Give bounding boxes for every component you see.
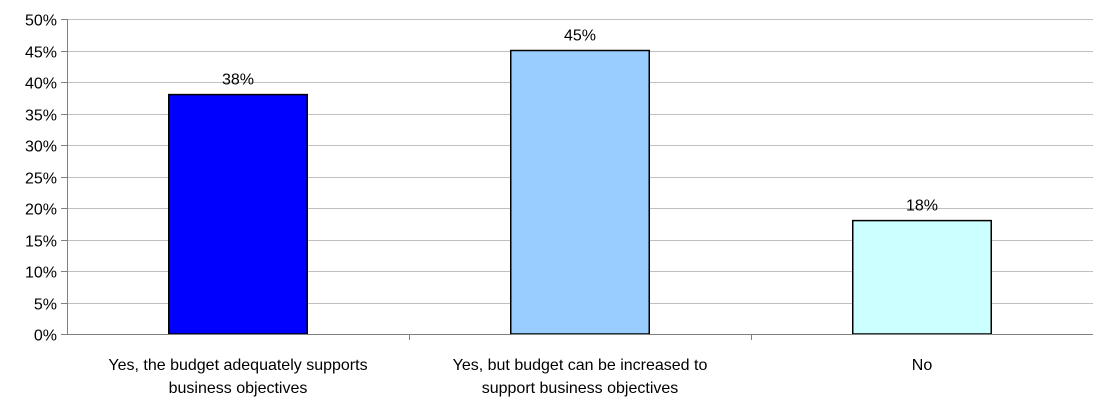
- data-label: 38%: [222, 72, 254, 89]
- y-tick-label: 10%: [25, 265, 57, 282]
- data-label: 18%: [906, 198, 938, 215]
- y-tick-label: 25%: [25, 171, 57, 188]
- category-label: No: [912, 357, 933, 374]
- axes: [61, 19, 1093, 340]
- y-tick-label: 15%: [25, 234, 57, 251]
- y-tick-label: 20%: [25, 202, 57, 219]
- bars: [167, 49, 993, 335]
- bar: [167, 93, 309, 335]
- y-tick-label: 40%: [25, 76, 57, 93]
- y-tick-label: 30%: [25, 139, 57, 156]
- category-label-line: Yes, but budget can be increased to: [453, 357, 708, 374]
- bar: [509, 49, 651, 335]
- bar: [851, 219, 993, 335]
- y-tick-label: 35%: [25, 108, 57, 125]
- category-label-line: business objectives: [169, 380, 308, 397]
- y-tick-label: 45%: [25, 45, 57, 62]
- category-label: Yes, but budget can be increased to suppo…: [453, 357, 708, 397]
- y-tick-label: 5%: [34, 297, 57, 314]
- labels: 0% 5% 10% 15% 20% 25% 30% 35% 40% 45% 50% 38% Yes, t…: [25, 13, 938, 398]
- category-label-line: support business objectives: [482, 380, 679, 397]
- y-tick-label: 0%: [34, 328, 57, 345]
- category-label-line: No: [912, 357, 933, 374]
- y-tick-label: 50%: [25, 13, 57, 30]
- category-label: Yes, the budget adequately supports busin…: [108, 357, 367, 397]
- category-label-line: Yes, the budget adequately supports: [108, 357, 367, 374]
- data-label: 45%: [564, 28, 596, 45]
